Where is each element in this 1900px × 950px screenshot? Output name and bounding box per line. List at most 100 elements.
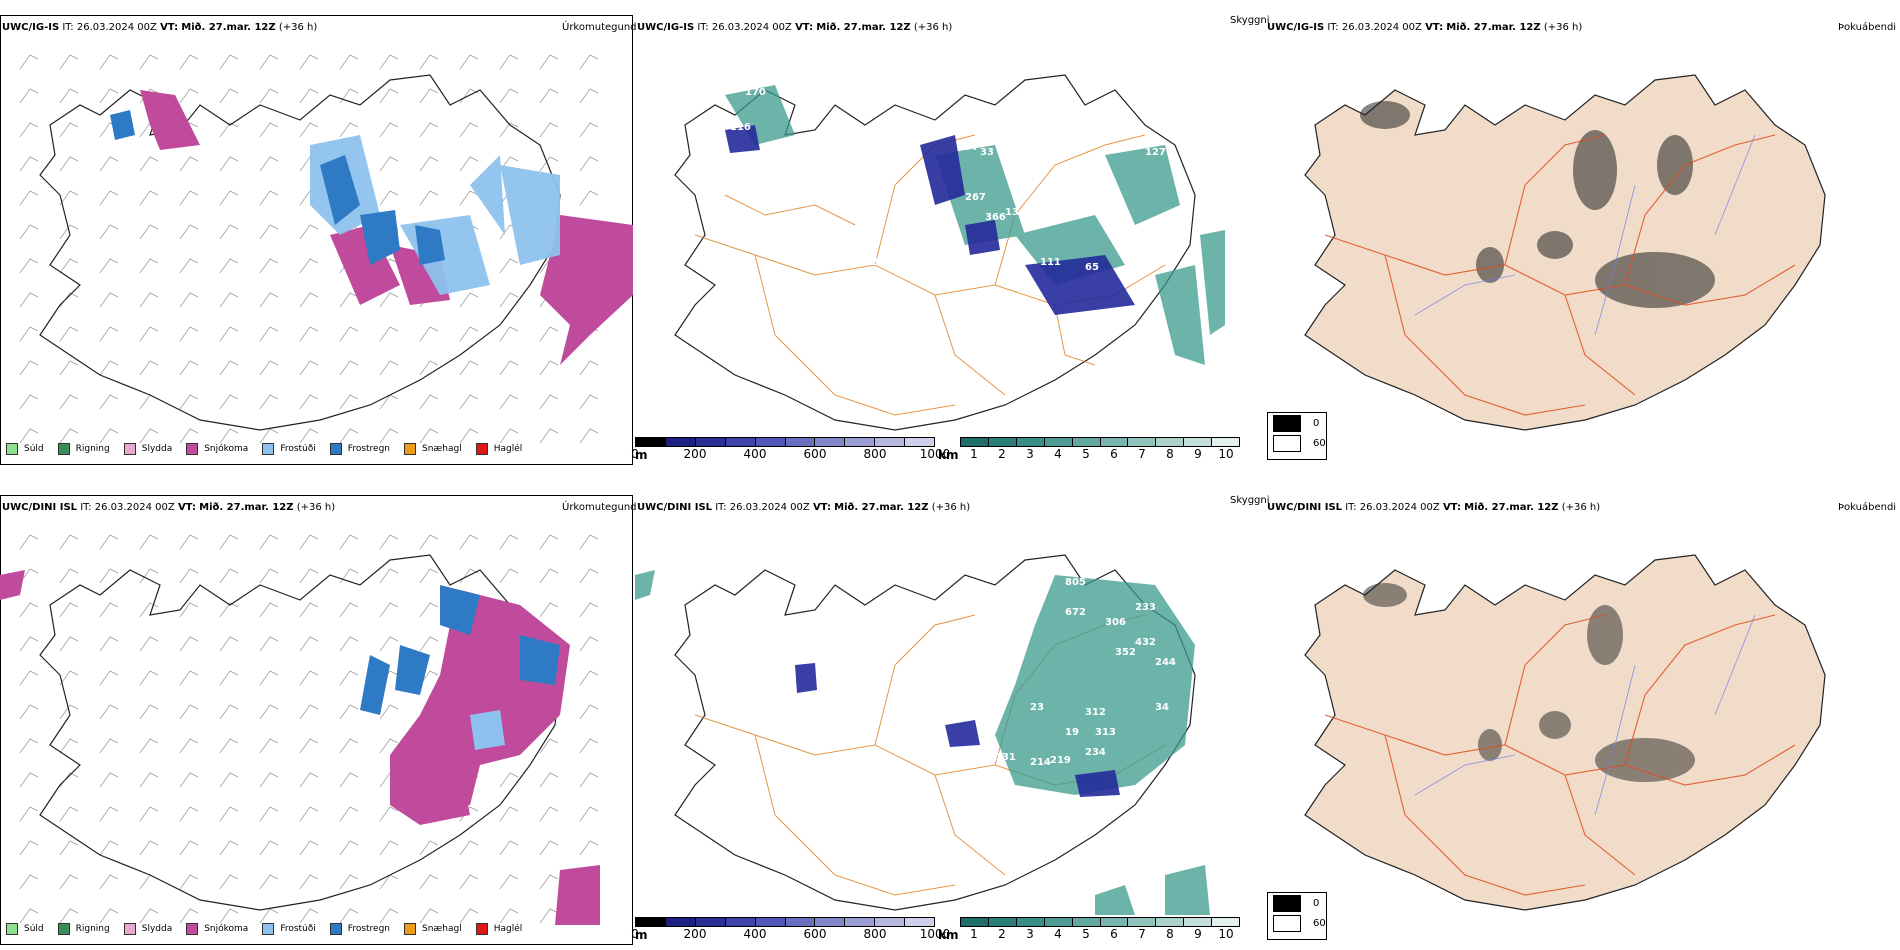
fog-map [1304, 554, 1826, 911]
visibility-value-label: 77 [965, 142, 979, 153]
rivers [1414, 134, 1756, 336]
wind-barb [419, 874, 439, 890]
visibility-value-label: 219 [1050, 755, 1071, 766]
visibility-value-label: 672 [1065, 607, 1086, 618]
wind-barb [259, 428, 279, 444]
wind-barb [299, 704, 319, 720]
wind-barb [459, 874, 479, 890]
wind-barb [219, 772, 239, 788]
colorbar-cell [1044, 438, 1073, 446]
wind-barb [499, 258, 519, 274]
legend-item: Súld [6, 443, 44, 455]
colorbar-tick: 4 [1054, 447, 1062, 461]
colorbar-cell [845, 438, 876, 446]
wind-barb [219, 360, 239, 376]
visibility-title: Skyggni [1230, 15, 1270, 26]
wind-barb [579, 88, 599, 104]
visibility-value-label: 127 [1145, 147, 1166, 158]
wind-barb [19, 568, 39, 584]
precip-snow [0, 570, 600, 925]
wind-barb [139, 738, 159, 754]
wind-barb [139, 360, 159, 376]
wind-barb [59, 602, 79, 618]
legend-swatch [404, 923, 417, 935]
wind-barb [259, 224, 279, 240]
wind-barb [499, 908, 519, 924]
wind-barb [459, 292, 479, 308]
wind-barb [179, 292, 199, 308]
visibility-value-label: 233 [1135, 602, 1156, 613]
colorbar-tick: 5 [1082, 447, 1090, 461]
wind-barb [139, 156, 159, 172]
iceland-coastline [674, 74, 1196, 431]
fog-map [1304, 74, 1826, 431]
fog-high-swatch [1273, 894, 1301, 912]
wind-barb [459, 326, 479, 342]
legend-swatch [404, 443, 417, 455]
wind-barb [139, 704, 159, 720]
wind-barb [139, 258, 159, 274]
wind-barb [299, 88, 319, 104]
colorbar-cell [1072, 438, 1101, 446]
legend-item: Rigning [57, 923, 110, 935]
colorbar-tick: 400 [743, 927, 767, 941]
fog-high-swatch [1273, 414, 1301, 432]
lead-time: (+36 h) [1561, 502, 1601, 513]
panel-header: UWC/DINI ISL IT: 26.03.2024 00Z VT: Mið.… [637, 502, 970, 513]
precip-freezing-rain [360, 585, 560, 715]
wind-barb [339, 292, 359, 308]
colorbar-cell [1128, 918, 1157, 926]
colorbar-cell [785, 918, 816, 926]
wind-barb [59, 670, 79, 686]
wind-barb [99, 874, 119, 890]
wind-barb [99, 360, 119, 376]
vt-value: Mið. 27.mar. 12Z [181, 22, 276, 33]
wind-barb [139, 908, 159, 924]
wind-barb [339, 704, 359, 720]
wind-barb [59, 738, 79, 754]
colorbar-cell [636, 918, 666, 926]
wind-barb [539, 360, 559, 376]
wind-barb [539, 738, 559, 754]
wind-barb [339, 326, 359, 342]
colorbar-tick: 4 [1054, 927, 1062, 941]
wind-barb [579, 772, 599, 788]
it-value: 26.03.2024 00Z [94, 502, 175, 513]
wind-barb [459, 54, 479, 70]
wind-barb [459, 360, 479, 376]
wind-barb [579, 156, 599, 172]
precip-title: Úrkomutegund [562, 22, 637, 33]
visibility-value-label: 234 [1085, 747, 1106, 758]
visibility-value-label: 312 [1085, 707, 1106, 718]
precip-panel-bottom: UWC/DINI ISL IT: 26.03.2024 00Z VT: Mið.… [0, 490, 637, 945]
wind-barb [59, 840, 79, 856]
wind-barb [379, 190, 399, 206]
wind-barb [19, 292, 39, 308]
legend-item: Rigning [57, 443, 110, 455]
fog-indicator [1360, 101, 1715, 308]
wind-barb [579, 806, 599, 822]
wind-barb [179, 190, 199, 206]
wind-barb [99, 806, 119, 822]
lead-time: (+36 h) [296, 502, 336, 513]
wind-barb [99, 156, 119, 172]
colorbar-tick: 5 [1082, 927, 1090, 941]
visibility-value-label: 19 [1065, 727, 1079, 738]
colorbar-tick: 800 [863, 927, 887, 941]
it-label: IT: [62, 22, 74, 33]
wind-barb [219, 54, 239, 70]
wind-barb [219, 258, 239, 274]
wind-barb [339, 840, 359, 856]
wind-barb [459, 908, 479, 924]
wind-barb [299, 908, 319, 924]
wind-barb [19, 840, 39, 856]
visibility-value-label: 23 [1030, 702, 1044, 713]
colorbar-cell [1100, 918, 1129, 926]
wind-barb [139, 602, 159, 618]
wind-barb [419, 360, 439, 376]
wind-barb [179, 54, 199, 70]
wind-barb [379, 840, 399, 856]
wind-barb [299, 394, 319, 410]
wind-barb [59, 874, 79, 890]
legend-item: Frostúði [262, 923, 316, 935]
